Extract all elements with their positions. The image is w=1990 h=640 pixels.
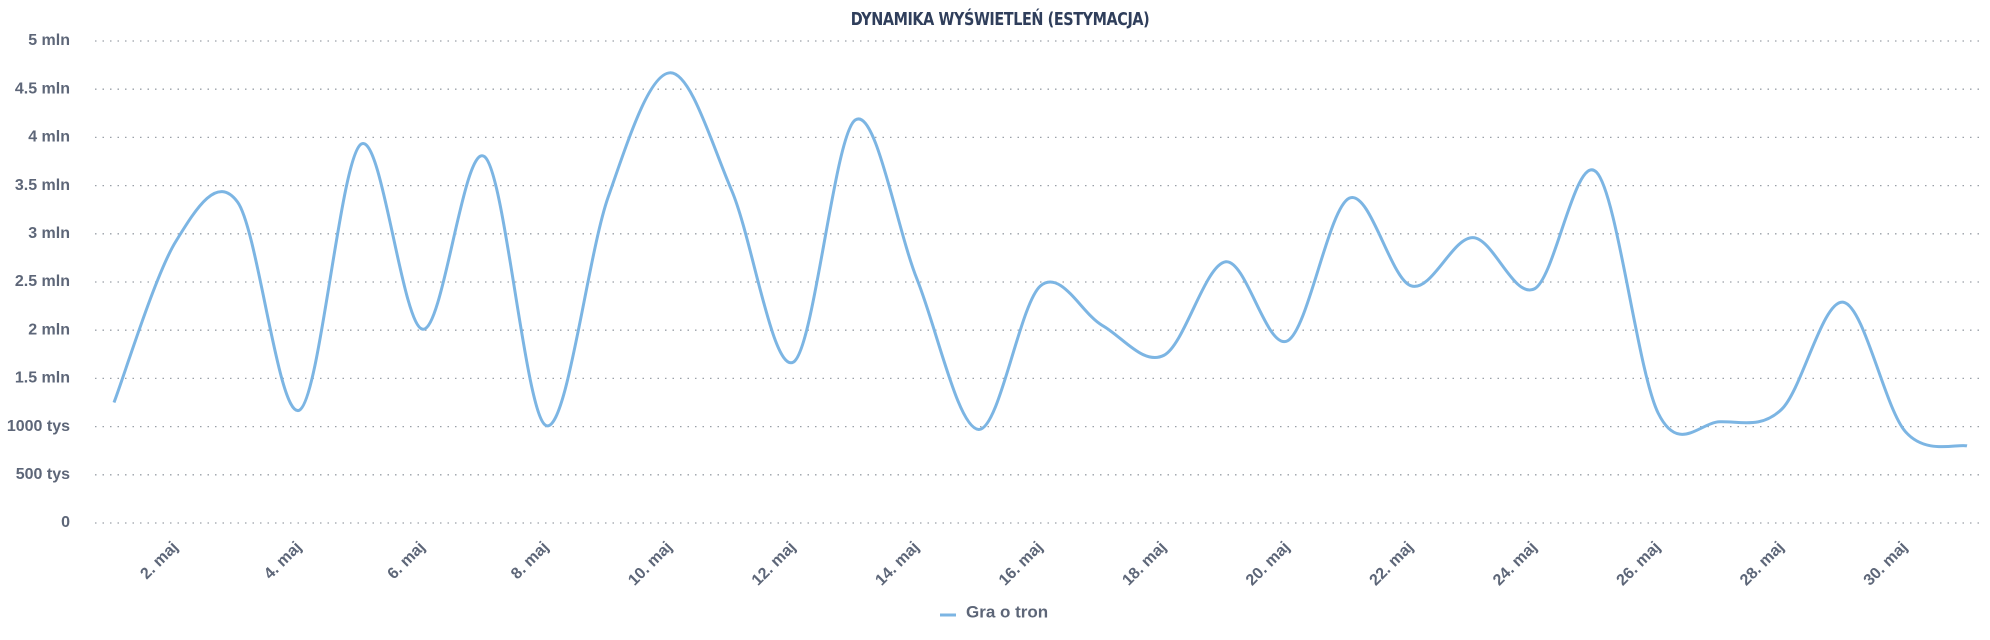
x-tick-label: 16. maj	[996, 539, 1046, 589]
y-tick-label: 2.5 mln	[15, 273, 70, 290]
y-tick-label: 5 mln	[28, 32, 70, 49]
x-tick-label: 28. maj	[1737, 539, 1787, 589]
y-tick-label: 3.5 mln	[15, 177, 70, 194]
y-tick-label: 4.5 mln	[15, 80, 70, 97]
x-tick-label: 2. maj	[137, 539, 181, 583]
y-tick-label: 0	[61, 514, 70, 531]
x-tick-label: 14. maj	[872, 539, 922, 589]
x-tick-label: 4. maj	[261, 539, 305, 583]
chart-title: DYNAMIKA WYŚWIETLEŃ (ESTYMACJA)	[851, 8, 1150, 29]
x-tick-label: 12. maj	[749, 539, 799, 589]
x-tick-label: 10. maj	[625, 539, 675, 589]
x-tick-label: 22. maj	[1367, 539, 1417, 589]
x-tick-label: 24. maj	[1490, 539, 1540, 589]
y-tick-label: 1000 tys	[7, 418, 70, 435]
legend-label: Gra o tron	[966, 602, 1048, 621]
y-tick-label: 4 mln	[28, 129, 70, 146]
x-tick-label: 18. maj	[1119, 539, 1169, 589]
y-tick-label: 2 mln	[28, 321, 70, 338]
line	[112, 71, 1968, 449]
x-tick-label: 26. maj	[1614, 539, 1664, 589]
x-tick-label: 30. maj	[1861, 539, 1911, 589]
x-tick-label: 6. maj	[385, 539, 429, 583]
y-tick-label: 1.5 mln	[15, 370, 70, 387]
x-tick-label: 20. maj	[1243, 539, 1293, 589]
y-tick-label: 500 tys	[16, 466, 70, 483]
x-tick-label: 8. maj	[508, 539, 552, 583]
y-tick-label: 3 mln	[28, 225, 70, 242]
